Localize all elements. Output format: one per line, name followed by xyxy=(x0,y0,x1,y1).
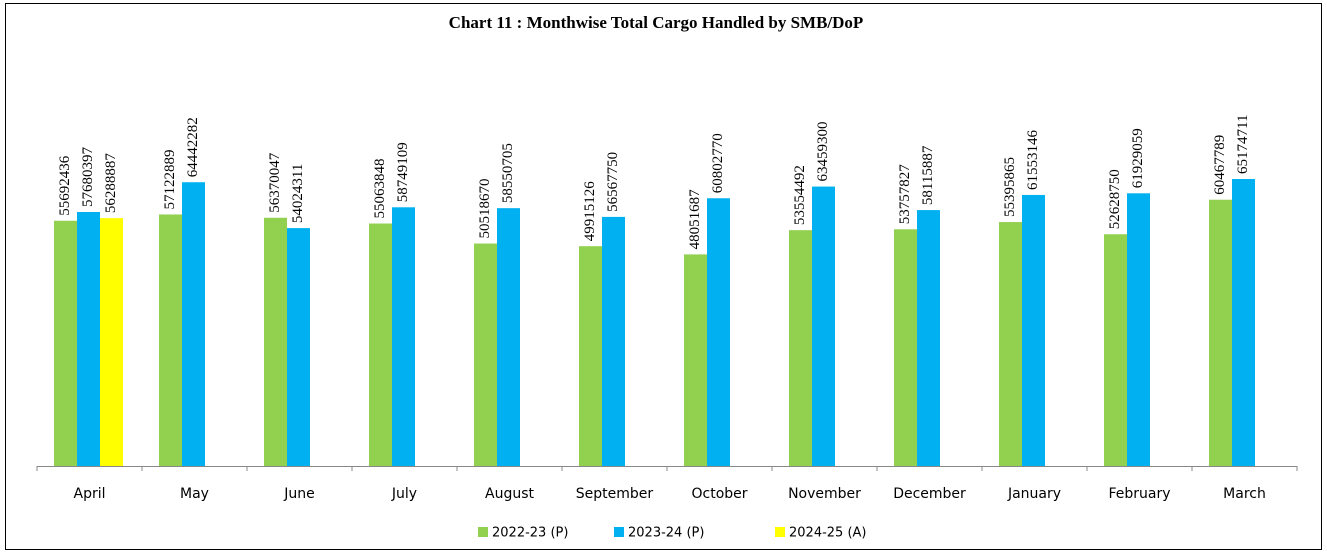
x-tick-label: January xyxy=(1007,486,1061,502)
x-tick-label: June xyxy=(283,486,315,502)
data-label: 48051687 xyxy=(687,189,703,250)
bar xyxy=(812,186,835,466)
bar xyxy=(54,220,77,466)
x-tick-label: November xyxy=(788,486,861,502)
bar xyxy=(100,218,123,466)
legend-label: 2022-23 (P) xyxy=(492,526,568,541)
legend-label: 2023-24 (P) xyxy=(628,526,704,541)
bar xyxy=(1127,193,1150,466)
x-tick-label: August xyxy=(485,486,535,502)
bar xyxy=(917,210,940,466)
bar xyxy=(182,182,205,466)
bar xyxy=(1232,179,1255,466)
x-tick-label: May xyxy=(180,486,209,502)
x-tick-label: March xyxy=(1223,486,1266,502)
x-tick-label: July xyxy=(391,486,417,502)
data-label: 55063848 xyxy=(372,159,388,219)
data-label: 53554492 xyxy=(792,165,808,225)
bar xyxy=(602,216,625,466)
bar xyxy=(1209,199,1232,466)
bar xyxy=(999,222,1022,466)
data-label: 50518670 xyxy=(477,179,493,239)
bar xyxy=(159,214,182,466)
x-tick-label: September xyxy=(576,486,654,502)
data-label: 65174711 xyxy=(1235,115,1251,174)
bar xyxy=(1104,234,1127,466)
bar xyxy=(707,198,730,466)
data-label: 60802770 xyxy=(710,133,726,193)
data-label: 49915126 xyxy=(582,181,598,242)
bar xyxy=(789,230,812,466)
x-tick-label: February xyxy=(1108,486,1170,502)
bar xyxy=(684,254,707,466)
x-tick-label: October xyxy=(691,486,747,502)
bar xyxy=(497,208,520,466)
legend-swatch xyxy=(614,527,624,537)
data-label: 57122889 xyxy=(162,149,178,209)
bar xyxy=(77,212,100,466)
data-label: 53757827 xyxy=(897,164,913,225)
data-label: 58550705 xyxy=(500,143,516,203)
data-label: 61553146 xyxy=(1025,129,1041,190)
data-label: 55395865 xyxy=(1002,157,1018,217)
data-label: 57680397 xyxy=(80,147,96,208)
bar xyxy=(1022,194,1045,466)
legend-swatch xyxy=(775,527,785,537)
legend-label: 2024-25 (A) xyxy=(789,526,867,541)
bar xyxy=(579,246,602,466)
bar xyxy=(392,207,415,466)
bar xyxy=(369,223,392,466)
chart-title: Chart 11 : Monthwise Total Cargo Handled… xyxy=(449,13,864,32)
data-label: 63459300 xyxy=(815,122,831,182)
data-label: 61929059 xyxy=(1130,128,1146,188)
data-label: 56370047 xyxy=(267,152,283,213)
bar xyxy=(287,228,310,466)
data-label: 58115887 xyxy=(920,145,936,205)
data-label: 55692436 xyxy=(57,155,73,216)
legend-swatch xyxy=(478,527,488,537)
data-label: 64442282 xyxy=(185,117,201,177)
bar xyxy=(264,217,287,466)
chart-border xyxy=(5,3,1322,550)
data-label: 56288887 xyxy=(103,153,119,214)
data-label: 54024311 xyxy=(290,164,306,223)
data-label: 56567750 xyxy=(605,152,621,212)
data-label: 52628750 xyxy=(1107,169,1123,229)
bar xyxy=(474,243,497,466)
x-tick-label: April xyxy=(74,486,106,502)
data-label: 58749109 xyxy=(395,142,411,202)
x-tick-label: December xyxy=(893,486,966,502)
data-label: 60467789 xyxy=(1212,135,1228,195)
bar xyxy=(894,229,917,466)
